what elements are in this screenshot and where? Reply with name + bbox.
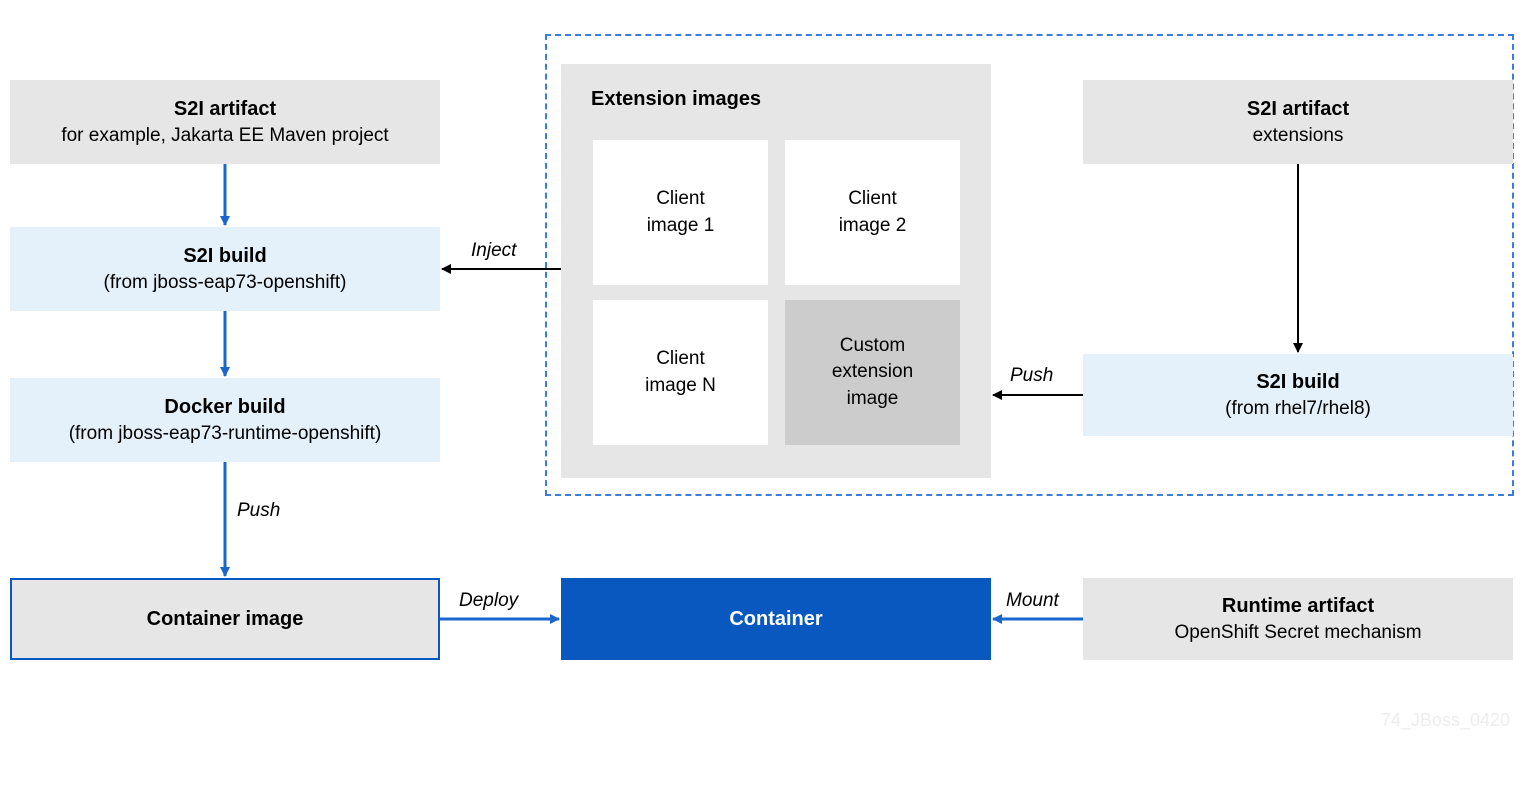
client-image-n: Client image N xyxy=(593,300,768,445)
runtime-artifact-title: Runtime artifact xyxy=(1222,592,1374,620)
client-image-2: Client image 2 xyxy=(785,140,960,285)
edge-label-push-left: Push xyxy=(237,500,280,522)
custom-extension-image: Custom extension image xyxy=(785,300,960,445)
s2i-artifact-right-title: S2I artifact xyxy=(1247,95,1349,123)
s2i-artifact-right: S2I artifact extensions xyxy=(1083,80,1513,164)
client-image-n-line2: image N xyxy=(645,373,716,400)
custom-ext-line1: Custom xyxy=(840,333,905,360)
s2i-artifact-right-subtitle: extensions xyxy=(1253,123,1344,150)
docker-build-subtitle: (from jboss-eap73-runtime-openshift) xyxy=(69,421,382,448)
client-image-1-line2: image 1 xyxy=(647,213,715,240)
client-image-2-line2: image 2 xyxy=(839,213,907,240)
client-image-2-line1: Client xyxy=(848,186,897,213)
s2i-artifact-left-subtitle: for example, Jakarta EE Maven project xyxy=(61,123,388,150)
edge-label-push-right: Push xyxy=(1010,365,1053,387)
container-title: Container xyxy=(729,605,822,633)
runtime-artifact-subtitle: OpenShift Secret mechanism xyxy=(1174,620,1421,647)
custom-ext-line2: extension xyxy=(832,359,913,386)
s2i-build-right-subtitle: (from rhel7/rhel8) xyxy=(1225,396,1371,423)
edge-label-mount: Mount xyxy=(1006,590,1059,612)
extension-images-title: Extension images xyxy=(591,88,761,111)
s2i-build-left-subtitle: (from jboss-eap73-openshift) xyxy=(104,270,347,297)
docker-build: Docker build (from jboss-eap73-runtime-o… xyxy=(10,378,440,462)
client-image-n-line1: Client xyxy=(656,346,705,373)
s2i-build-right-title: S2I build xyxy=(1256,368,1339,396)
s2i-build-right: S2I build (from rhel7/rhel8) xyxy=(1083,354,1513,436)
runtime-artifact: Runtime artifact OpenShift Secret mechan… xyxy=(1083,578,1513,660)
s2i-artifact-left: S2I artifact for example, Jakarta EE Mav… xyxy=(10,80,440,164)
watermark: 74_JBoss_0420 xyxy=(1381,710,1510,731)
container-image-title: Container image xyxy=(147,605,304,633)
container: Container xyxy=(561,578,991,660)
custom-ext-line3: image xyxy=(847,386,899,413)
client-image-1-line1: Client xyxy=(656,186,705,213)
s2i-build-left: S2I build (from jboss-eap73-openshift) xyxy=(10,227,440,311)
client-image-1: Client image 1 xyxy=(593,140,768,285)
docker-build-title: Docker build xyxy=(164,393,285,421)
container-image: Container image xyxy=(10,578,440,660)
edge-label-inject: Inject xyxy=(471,240,516,262)
edge-label-deploy: Deploy xyxy=(459,590,518,612)
s2i-build-left-title: S2I build xyxy=(183,242,266,270)
s2i-artifact-left-title: S2I artifact xyxy=(174,95,276,123)
